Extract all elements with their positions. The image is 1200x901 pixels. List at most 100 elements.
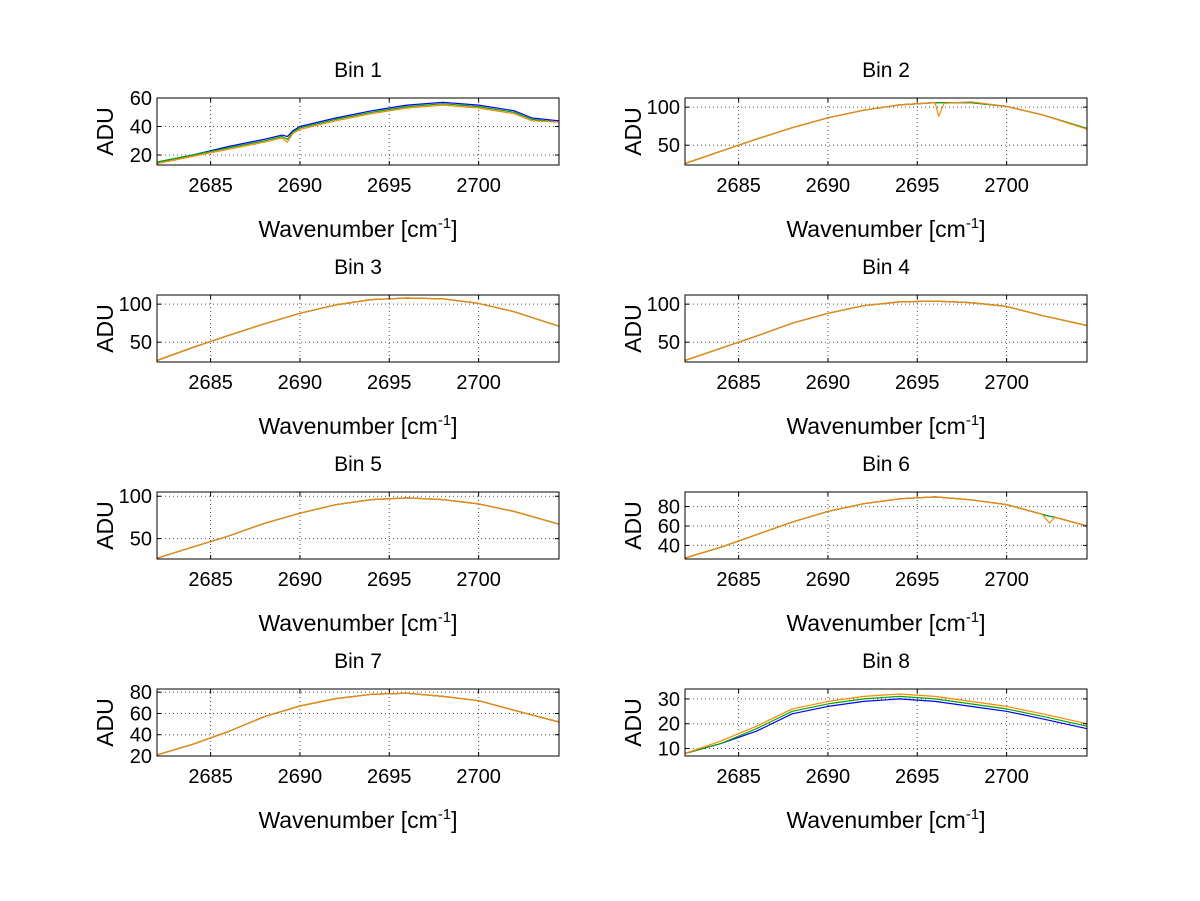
- y-tick-label: 50: [130, 529, 152, 551]
- y-axis-label: ADU: [620, 304, 646, 353]
- x-axis-label-main: Wavenumber [cm: [258, 807, 437, 833]
- chart-panel-5: 2685 2690 2695 2700 50 100 Bin 5 Wavenumber [cm…: [92, 453, 560, 636]
- y-tick-label: 100: [647, 97, 680, 119]
- x-tick-label: 2700: [984, 766, 1029, 788]
- y-tick-label: 30: [658, 689, 680, 711]
- x-axis-label-superscript: -1: [438, 215, 451, 232]
- x-tick-label: 2695: [895, 175, 940, 197]
- y-tick-label: 60: [658, 516, 680, 538]
- x-axis-label-superscript: -1: [966, 806, 979, 823]
- chart-title: Bin 4: [862, 256, 910, 279]
- y-tick-label: 60: [130, 88, 152, 110]
- chart-panel-8: 2685 2690 2695 2700 10 20 30 Bin 8 Wavenumber [c…: [620, 650, 1088, 833]
- x-tick-label: 2685: [716, 569, 761, 591]
- x-axis-label: Wavenumber [cm-1]: [786, 806, 985, 833]
- x-axis-label: Wavenumber [cm-1]: [258, 215, 457, 242]
- x-axis-label-main: Wavenumber [cm: [258, 413, 437, 439]
- series-line-3: [156, 497, 560, 559]
- axes-frame: [684, 97, 1088, 166]
- x-axis-label-end: ]: [451, 413, 457, 439]
- chart-title: Bin 1: [334, 59, 382, 82]
- axes-frame: [156, 491, 560, 560]
- axes-frame: [156, 294, 560, 363]
- x-tick-label: 2700: [456, 766, 501, 788]
- x-axis-label: Wavenumber [cm-1]: [258, 609, 457, 636]
- x-axis-label-main: Wavenumber [cm: [258, 610, 437, 636]
- series-line-2: [156, 103, 560, 163]
- chart-title: Bin 5: [334, 453, 382, 476]
- series-line-3: [156, 297, 560, 362]
- x-tick-label: 2690: [278, 766, 323, 788]
- y-tick-label: 40: [130, 117, 152, 139]
- x-tick-label: 2695: [895, 372, 940, 394]
- x-axis-label-main: Wavenumber [cm: [786, 807, 965, 833]
- x-tick-label: 2700: [456, 372, 501, 394]
- axes-frame: [156, 97, 560, 166]
- x-axis-label-main: Wavenumber [cm: [786, 610, 965, 636]
- x-tick-label: 2685: [188, 372, 233, 394]
- y-tick-label: 50: [130, 332, 152, 354]
- x-axis-label-main: Wavenumber [cm: [786, 216, 965, 242]
- x-axis-label-superscript: -1: [966, 215, 979, 232]
- x-tick-label: 2690: [806, 569, 851, 591]
- x-tick-label: 2695: [367, 569, 412, 591]
- x-axis-label-superscript: -1: [438, 609, 451, 626]
- y-tick-label: 20: [130, 746, 152, 768]
- x-tick-label: 2695: [367, 175, 412, 197]
- axes-frame: [156, 688, 560, 757]
- x-axis-label-end: ]: [979, 216, 985, 242]
- series-line-3: [156, 692, 560, 756]
- chart-title: Bin 7: [334, 650, 382, 673]
- x-tick-label: 2695: [895, 569, 940, 591]
- x-tick-label: 2690: [278, 175, 323, 197]
- x-tick-label: 2685: [188, 175, 233, 197]
- x-axis-label-superscript: -1: [438, 806, 451, 823]
- x-tick-label: 2700: [984, 569, 1029, 591]
- x-axis-label-end: ]: [979, 610, 985, 636]
- x-tick-label: 2690: [278, 372, 323, 394]
- series-line-3: [684, 300, 1088, 362]
- y-tick-label: 100: [119, 294, 152, 316]
- x-axis-label: Wavenumber [cm-1]: [258, 412, 457, 439]
- x-axis-label-main: Wavenumber [cm: [258, 216, 437, 242]
- y-tick-label: 60: [130, 703, 152, 725]
- y-tick-label: 40: [130, 725, 152, 747]
- x-axis-label: Wavenumber [cm-1]: [786, 412, 985, 439]
- y-axis-label: ADU: [92, 698, 118, 747]
- x-axis-label-end: ]: [979, 807, 985, 833]
- axes-frame: [684, 294, 1088, 363]
- x-axis-label-main: Wavenumber [cm: [786, 413, 965, 439]
- chart-title: Bin 6: [862, 453, 910, 476]
- x-tick-label: 2700: [984, 175, 1029, 197]
- x-axis-label-end: ]: [451, 216, 457, 242]
- y-tick-label: 100: [647, 294, 680, 316]
- x-tick-label: 2690: [806, 372, 851, 394]
- chart-title: Bin 8: [862, 650, 910, 673]
- y-axis-label: ADU: [92, 107, 118, 156]
- series-line-3: [156, 104, 560, 165]
- series-line-3: [684, 693, 1088, 755]
- x-axis-label: Wavenumber [cm-1]: [786, 609, 985, 636]
- chart-panel-4: 2685 2690 2695 2700 50 100 Bin 4 Wavenumber [cm…: [620, 256, 1088, 439]
- x-tick-label: 2685: [716, 175, 761, 197]
- x-axis-label-end: ]: [451, 807, 457, 833]
- series-line-3: [684, 101, 1088, 165]
- x-tick-label: 2700: [456, 569, 501, 591]
- y-axis-label: ADU: [92, 501, 118, 550]
- chart-title: Bin 2: [862, 59, 910, 82]
- y-axis-label: ADU: [620, 501, 646, 550]
- x-tick-label: 2700: [984, 372, 1029, 394]
- x-tick-label: 2695: [367, 766, 412, 788]
- chart-panel-2: 2685 2690 2695 2700 50 100 Bin 2 Wavenumber [cm…: [620, 59, 1088, 242]
- x-axis-label-superscript: -1: [966, 609, 979, 626]
- x-axis-label: Wavenumber [cm-1]: [786, 215, 985, 242]
- x-axis-label-superscript: -1: [438, 412, 451, 429]
- chart-title: Bin 3: [334, 256, 382, 279]
- y-axis-label: ADU: [92, 304, 118, 353]
- series-line-2: [684, 695, 1088, 755]
